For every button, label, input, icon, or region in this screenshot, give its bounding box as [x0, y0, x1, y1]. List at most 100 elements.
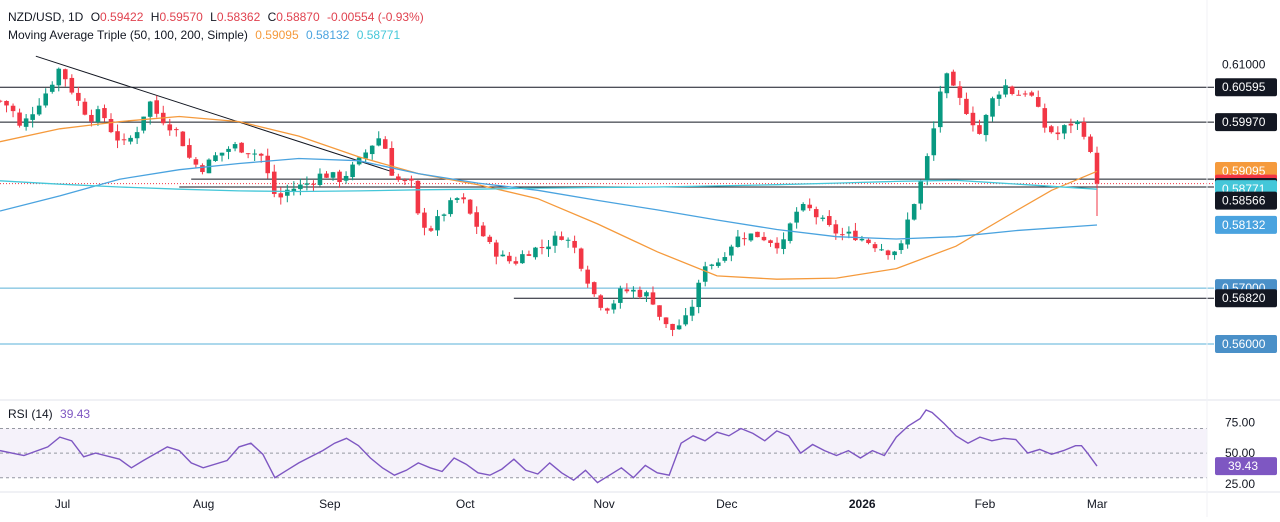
candle [265, 148, 271, 179]
candle [872, 241, 878, 253]
time-tick-label: 2026 [849, 497, 876, 511]
candle-body [82, 101, 88, 115]
time-tick-label: Aug [193, 497, 214, 511]
candle [487, 234, 493, 244]
candle-body [389, 148, 395, 176]
candle [448, 197, 453, 217]
candle-body [676, 325, 682, 330]
candle [30, 106, 35, 128]
rsi-tick-label: 50.00 [1225, 446, 1255, 460]
candle [134, 126, 140, 145]
candle [480, 222, 486, 237]
candle-body [1035, 97, 1041, 107]
candle-body [10, 105, 16, 112]
candle [1062, 124, 1067, 140]
candle-body [1029, 92, 1034, 96]
candle-body [526, 254, 532, 256]
candle [428, 225, 434, 233]
candle-body [304, 183, 310, 185]
close-value: 0.58870 [276, 10, 320, 24]
candle [147, 100, 153, 125]
candle-body [330, 172, 336, 178]
candle-body [507, 255, 512, 262]
candle [337, 169, 342, 188]
candle-body [1049, 126, 1054, 133]
ma200-value: 0.58771 [356, 28, 401, 42]
candle [187, 138, 192, 159]
candle [206, 158, 212, 174]
candle [507, 252, 512, 264]
candle-body [76, 92, 81, 101]
candle-body [729, 246, 734, 256]
candle [441, 213, 447, 222]
candle-body [924, 156, 930, 181]
candle-body [1055, 132, 1061, 135]
candle-body [827, 216, 832, 225]
rsi-tick-label: 75.00 [1225, 415, 1255, 429]
candle [343, 171, 349, 184]
candle [722, 252, 728, 263]
price-label-bg [1215, 191, 1277, 210]
candle-body [376, 138, 382, 146]
candle [663, 317, 669, 328]
candle [252, 149, 257, 161]
candle [382, 136, 388, 150]
candle-body [513, 261, 519, 264]
open-label: O [90, 10, 101, 24]
rsi-badge-bg [1215, 457, 1277, 476]
candle-body [56, 68, 62, 86]
price-pane [0, 55, 1280, 401]
candle-body [820, 217, 826, 219]
candle [585, 265, 590, 288]
candle-body [461, 197, 466, 200]
candle [735, 229, 741, 248]
candle-body [840, 234, 845, 236]
candle-body [17, 112, 22, 126]
candle [794, 207, 799, 229]
candle [291, 181, 297, 196]
candle [761, 232, 767, 242]
candle-body [650, 292, 656, 305]
candle [813, 206, 819, 225]
candle-body [36, 105, 42, 115]
price-label-badge: 0.58132 [1215, 215, 1277, 234]
candle [702, 261, 708, 287]
candle [859, 235, 865, 242]
candle-body [493, 242, 499, 257]
candle [23, 114, 29, 131]
candle-body [742, 238, 747, 240]
candle-body [931, 128, 937, 156]
candle-body [324, 173, 329, 178]
change-value: -0.00554 (-0.93%) [327, 10, 424, 24]
candle-body [559, 236, 564, 240]
candle [219, 152, 225, 162]
candle-body [768, 240, 773, 244]
candle [598, 294, 604, 311]
ma-label: Moving Average Triple (50, 100, 200, Sim… [8, 28, 248, 42]
candle-body [265, 155, 271, 174]
candle [957, 81, 963, 106]
candle-body [657, 305, 662, 317]
open-value: 0.59422 [100, 10, 144, 24]
candle [304, 176, 310, 191]
candle [892, 250, 897, 260]
candle-body [611, 303, 617, 310]
candle [298, 178, 303, 196]
rsi-value: 39.43 [60, 407, 91, 421]
candle-body [1022, 93, 1028, 95]
candle-body [415, 180, 421, 214]
candle [885, 249, 891, 260]
candle [572, 235, 577, 254]
candle [644, 290, 649, 303]
candle [500, 250, 506, 257]
candle-body [748, 233, 754, 241]
candle [624, 283, 630, 294]
candle [76, 86, 81, 106]
candle [422, 207, 427, 236]
candle [618, 285, 623, 309]
candle [611, 299, 617, 314]
candle [657, 305, 662, 321]
candle-body [977, 125, 982, 134]
candle-body [187, 145, 192, 158]
